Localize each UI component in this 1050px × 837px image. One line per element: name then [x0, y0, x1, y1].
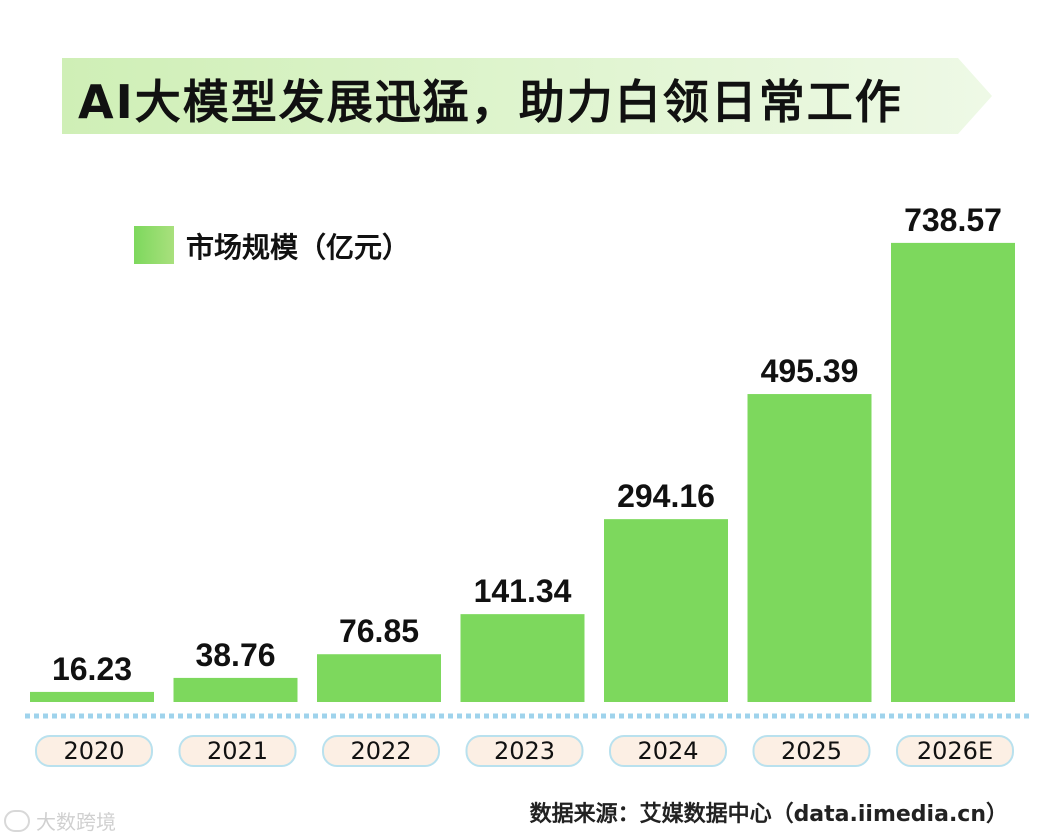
x-tick-pill-2026e — [896, 735, 1014, 767]
legend-swatch — [134, 226, 174, 264]
x-tick-label-2022: 2022 — [350, 737, 411, 765]
x-tick-pill-2020 — [35, 735, 153, 767]
bars-group — [30, 242, 1015, 702]
watermark-logo-icon — [4, 809, 30, 832]
watermark-text: 大数跨境 — [36, 810, 116, 834]
x-tick-pill-2023 — [465, 735, 584, 767]
bar-2025 — [747, 394, 872, 702]
x-tick-label-2020: 2020 — [63, 737, 124, 765]
banner-arrow-shape — [62, 58, 992, 134]
value-label-2024: 294.16 — [617, 478, 715, 514]
x-tick-label-2023: 2023 — [494, 737, 555, 765]
value-label-2021: 38.76 — [195, 637, 275, 673]
bar-2026e — [891, 242, 1015, 702]
x-tick-label-2021: 2021 — [207, 737, 268, 765]
x-tick-label-2025: 2025 — [781, 737, 842, 765]
value-label-2025: 495.39 — [761, 353, 859, 389]
title-banner — [62, 58, 992, 134]
x-tick-pill-2021 — [178, 735, 297, 767]
value-labels-group: 16.23 38.76 76.85 141.34 294.16 495.39 738.57 — [52, 202, 1002, 687]
bar-2023 — [460, 614, 585, 702]
bar-2022 — [317, 654, 441, 702]
watermark: 大数跨境 — [4, 806, 116, 835]
x-axis-labels-group: 2020 2021 2022 2023 2024 2025 2026E — [35, 735, 1014, 767]
page-title: AI大模型发展迅猛，助力白领日常工作 — [78, 75, 903, 129]
data-source-note: 数据来源：艾媒数据中心（data.iimedia.cn） — [529, 802, 1008, 827]
legend-label: 市场规模（亿元） — [186, 231, 411, 264]
x-tick-pill-2022 — [322, 735, 440, 767]
bar-2020 — [30, 691, 154, 702]
value-label-2022: 76.85 — [339, 613, 419, 649]
x-tick-label-2026e: 2026E — [917, 737, 993, 765]
value-label-2026e: 738.57 — [904, 202, 1002, 238]
value-label-2023: 141.34 — [474, 573, 572, 609]
x-tick-pill-2024 — [609, 735, 727, 767]
x-tick-label-2024: 2024 — [637, 737, 698, 765]
bar-2021 — [173, 677, 298, 702]
bar-chart: 16.23 38.7676.85141.34294.16495.39738.57 … — [25, 202, 1030, 767]
value-label-2020: 16.23 — [52, 651, 132, 687]
bar-2024 — [604, 519, 728, 702]
x-tick-pill-2025 — [752, 735, 871, 767]
